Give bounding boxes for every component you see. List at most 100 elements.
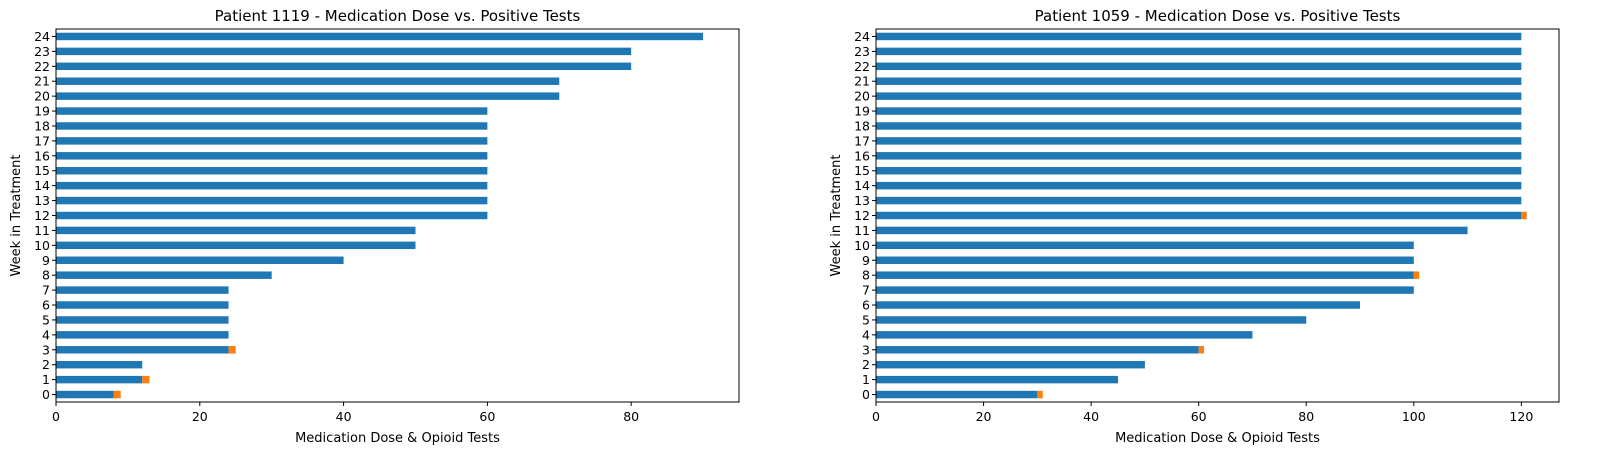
dose-bar-week-0 [876,390,1038,399]
dose-bar-week-15 [876,167,1522,175]
positive-test-bar-week-0 [113,390,121,399]
y-axis-label: Week in Treatment [9,155,24,277]
y-tick-label: 2 [862,357,870,372]
y-tick-label: 17 [854,133,870,148]
x-tick-label: 60 [479,409,495,424]
dose-bar-week-14 [876,181,1522,190]
y-tick-label: 6 [42,298,50,313]
dose-bar-week-8 [56,271,272,279]
dose-bar-week-1 [56,375,143,384]
dose-bar-week-19 [56,107,488,115]
dose-bar-week-4 [56,331,229,339]
y-tick-label: 7 [862,283,870,298]
dose-bar-week-18 [56,122,488,130]
y-tick-label: 19 [34,104,50,119]
y-tick-label: 14 [854,178,870,193]
x-tick-label: 120 [1509,409,1533,424]
dose-bar-week-5 [56,316,229,324]
y-tick-label: 7 [42,283,50,298]
dose-bar-week-21 [876,77,1522,85]
dose-bar-week-13 [876,196,1522,205]
y-tick-label: 3 [42,342,50,357]
dose-bar-week-9 [56,256,344,264]
dose-bar-week-10 [876,241,1414,250]
y-tick-label: 14 [34,178,50,193]
x-tick-label: 60 [1191,409,1207,424]
y-tick-label: 5 [862,312,870,327]
dose-bar-week-12 [56,211,488,220]
y-tick-label: 20 [34,89,50,104]
y-tick-label: 5 [42,312,50,327]
dose-bar-week-4 [876,331,1253,339]
dose-bar-week-13 [56,196,488,205]
positive-test-bar-week-3 [228,346,236,354]
y-tick-label: 0 [42,387,50,402]
positive-test-bar-week-8 [1413,271,1420,279]
y-tick-label: 13 [854,193,870,208]
y-tick-label: 20 [854,89,870,104]
positive-test-bar-week-0 [1037,390,1043,399]
dose-bar-week-2 [56,360,143,369]
plot-frame [55,28,740,403]
dose-bar-week-20 [56,92,560,100]
positive-test-bar-week-1 [142,375,150,384]
dose-bar-week-7 [56,286,229,294]
x-tick-label: 100 [1402,409,1426,424]
y-tick-label: 23 [854,44,870,59]
y-tick-label: 15 [854,163,870,178]
chart-title: Patient 1119 - Medication Dose vs. Posit… [215,7,581,25]
y-tick-label: 9 [862,253,870,268]
x-tick-label: 40 [336,409,352,424]
y-tick-label: 3 [862,342,870,357]
dose-bar-week-3 [56,346,229,354]
dose-bar-week-23 [876,47,1522,56]
dose-bar-week-11 [56,226,416,235]
y-tick-label: 24 [34,29,50,44]
dose-bar-week-17 [56,137,488,145]
x-axis-label: Medication Dose & Opioid Tests [1115,431,1320,446]
plot-frame [875,28,1560,403]
dose-bar-week-6 [56,301,229,309]
dose-bar-week-15 [56,167,488,175]
y-tick-label: 10 [854,238,870,253]
dose-bar-week-2 [876,360,1145,369]
y-tick-label: 8 [862,268,870,283]
y-tick-label: 4 [42,327,50,342]
dose-bar-week-7 [876,286,1414,294]
x-tick-label: 20 [976,409,992,424]
y-tick-label: 13 [34,193,50,208]
dose-bar-week-14 [56,181,488,190]
y-tick-label: 6 [862,298,870,313]
y-tick-label: 8 [42,268,50,283]
dose-bar-week-3 [876,346,1199,354]
y-tick-label: 0 [862,387,870,402]
y-tick-label: 21 [854,74,870,89]
y-tick-label: 22 [854,59,870,74]
y-tick-label: 16 [854,148,870,163]
y-tick-label: 18 [34,118,50,133]
y-tick-label: 22 [34,59,50,74]
y-tick-label: 12 [854,208,870,223]
bar-group [56,32,704,399]
y-tick-label: 9 [42,253,50,268]
y-tick-label: 18 [854,118,870,133]
dose-bar-week-18 [876,122,1522,130]
dose-bar-week-23 [56,47,632,56]
dose-bar-week-24 [56,32,704,41]
dose-bar-week-9 [876,256,1414,264]
dose-bar-week-19 [876,107,1522,115]
y-tick-label: 11 [854,223,870,238]
dose-bar-week-6 [876,301,1361,309]
x-axis-ticks: 0 20 40 60 80 100 120 [872,402,1533,424]
y-tick-label: 10 [34,238,50,253]
y-tick-label: 1 [42,372,50,387]
y-tick-label: 19 [854,104,870,119]
dose-bar-week-0 [56,390,114,399]
dose-bar-week-1 [876,375,1119,384]
y-tick-label: 21 [34,74,50,89]
x-tick-label: 0 [872,409,880,424]
x-tick-label: 80 [1298,409,1314,424]
